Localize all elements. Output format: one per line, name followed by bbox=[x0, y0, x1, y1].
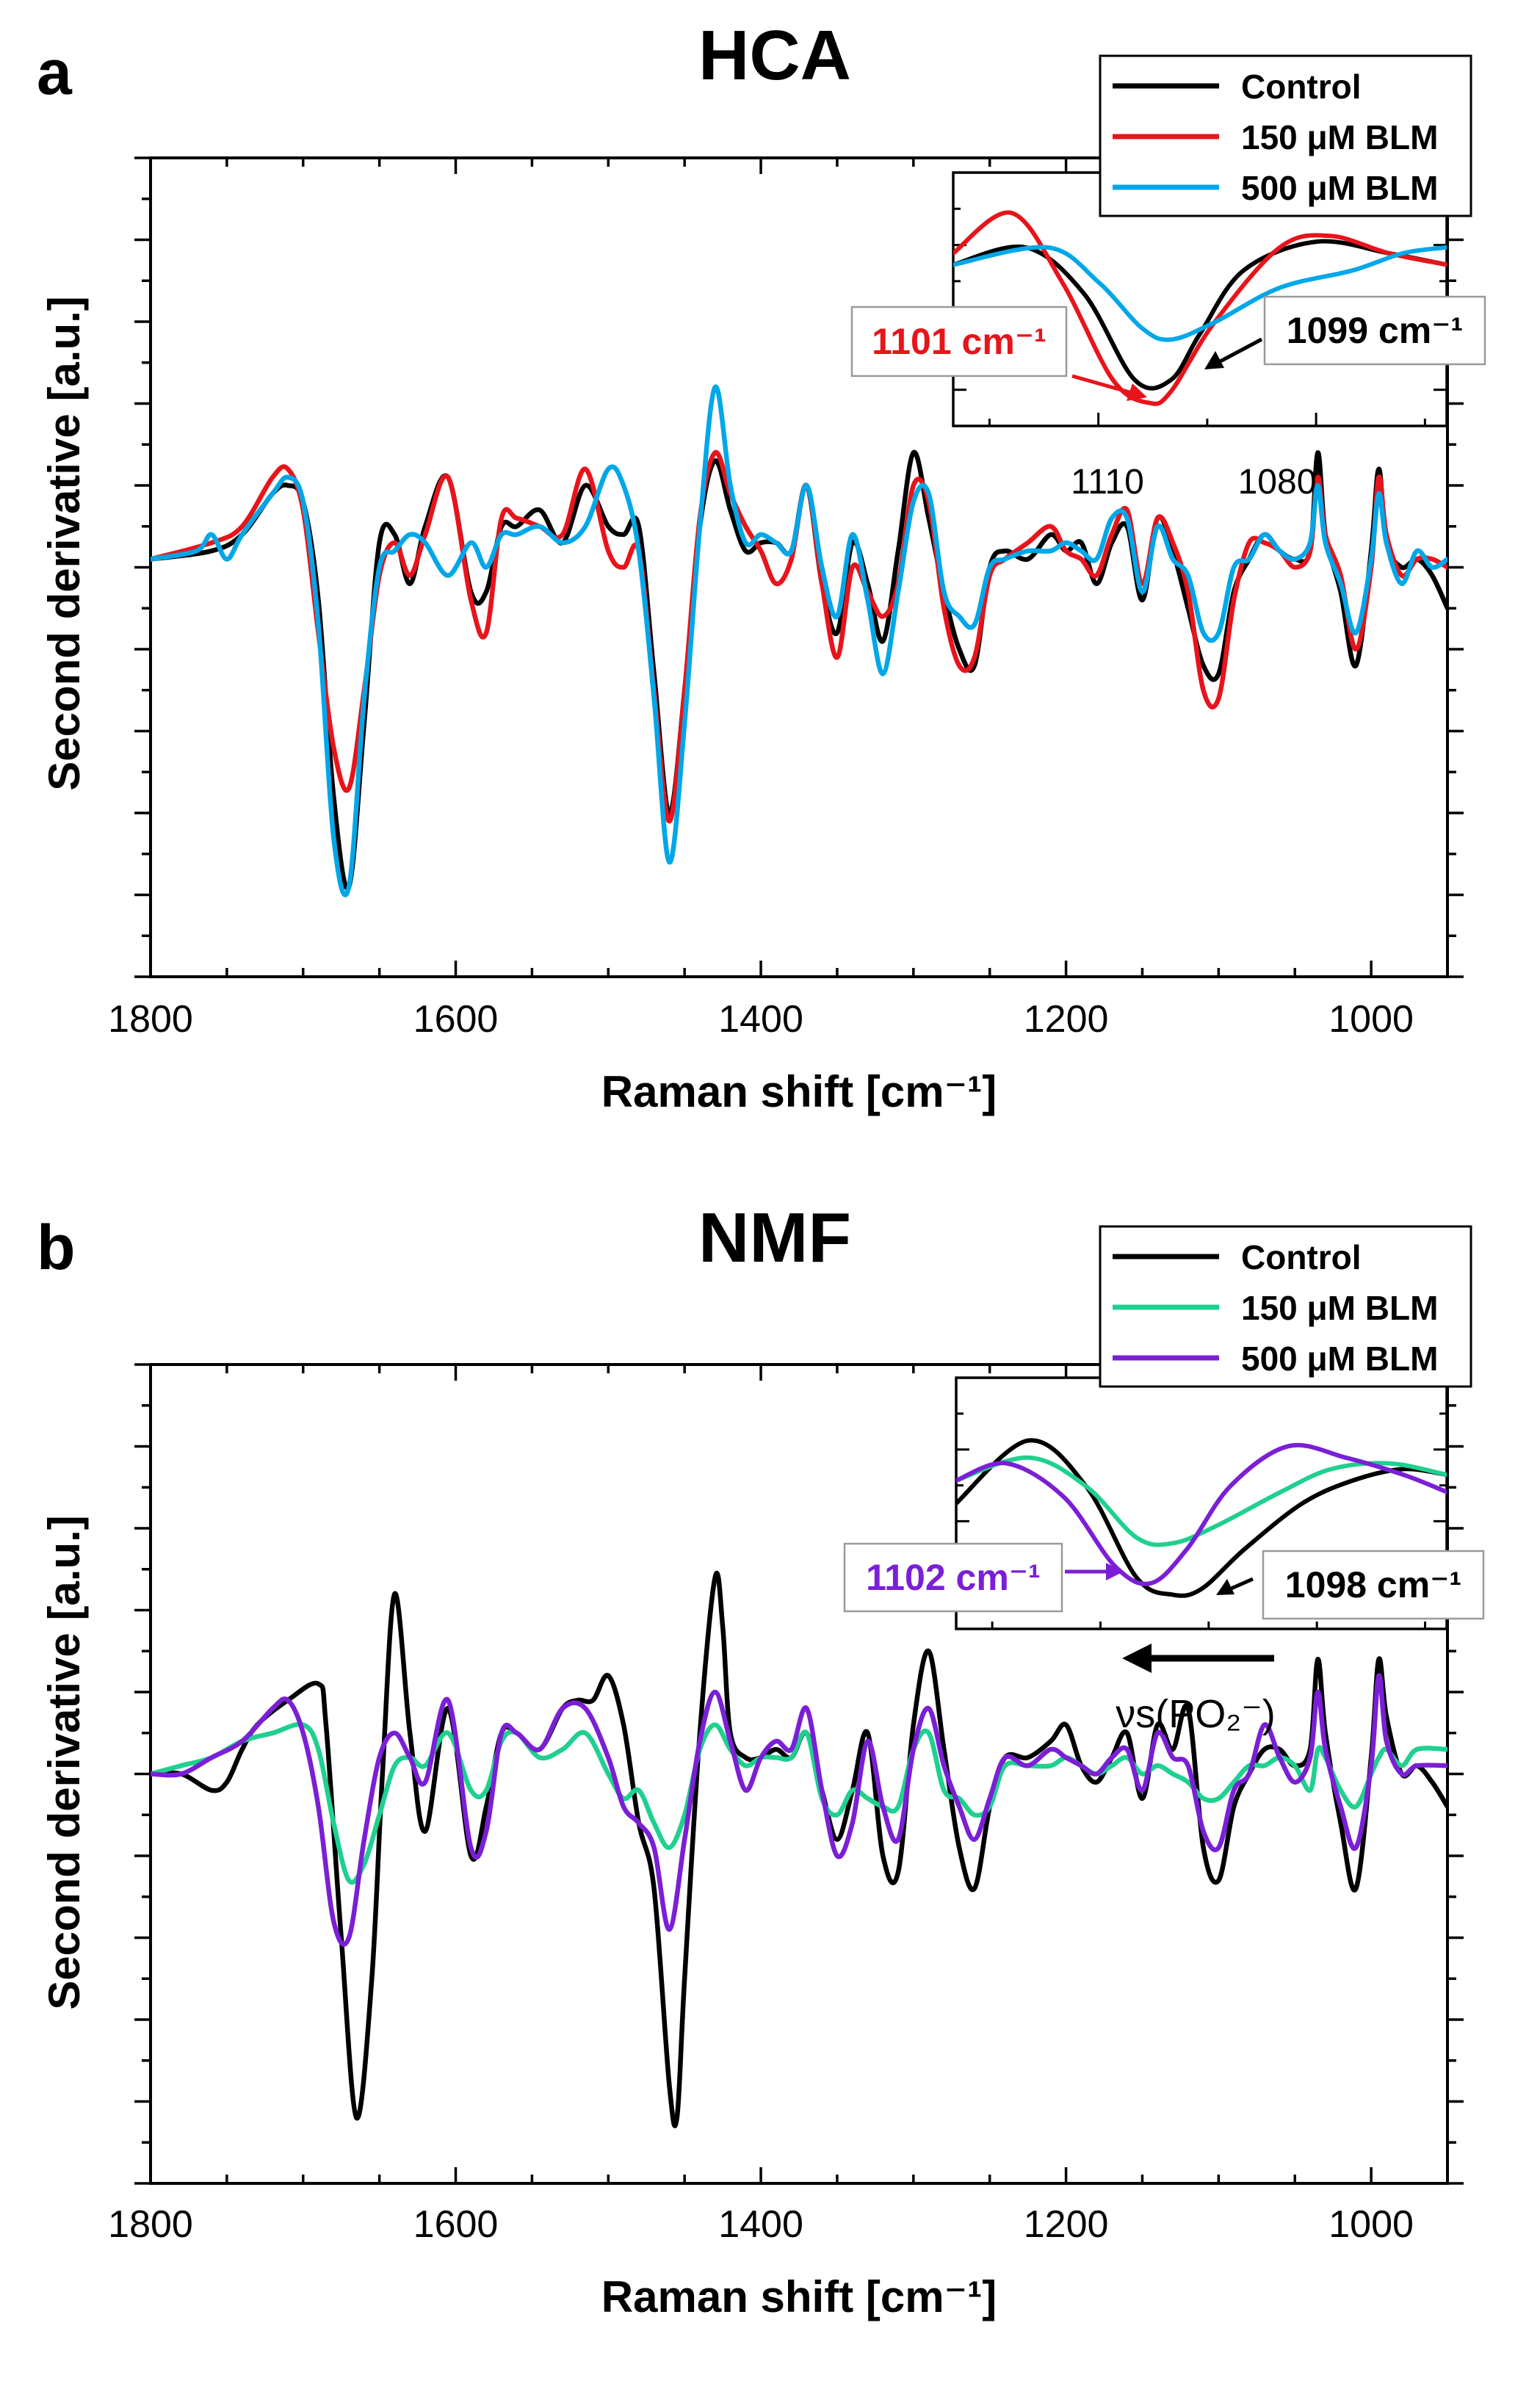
annotation-text: 1101 cm⁻¹ bbox=[872, 321, 1046, 362]
x-tick-labels: 1800 1600 1400 1200 1000 bbox=[108, 998, 1414, 1041]
annotation-arrow bbox=[1215, 337, 1263, 366]
x-axis-label: Raman shift [cm⁻¹] bbox=[601, 2272, 997, 2321]
vibration-shift-marker: νs(PO₂⁻) bbox=[1116, 1644, 1276, 1736]
series-line-500-m-blm bbox=[151, 384, 1447, 897]
legend: Control 150 μM BLM 500 μM BLM bbox=[1099, 54, 1472, 217]
legend-label-control: Control bbox=[1241, 1238, 1362, 1276]
main-plot: 1800 1600 1400 1200 1000 bbox=[108, 1363, 1464, 2246]
legend-label-500: 500 μM BLM bbox=[1241, 1340, 1438, 1378]
annotation-1098: 1098 cm⁻¹ bbox=[1216, 1550, 1485, 1620]
annotation-box bbox=[1262, 1550, 1485, 1620]
legend: Control 150 μM BLM 500 μM BLM bbox=[1099, 1225, 1472, 1388]
chart-title: NMF bbox=[698, 1199, 851, 1277]
x-tick-label: 1400 bbox=[718, 998, 803, 1041]
shift-label: νs(PO₂⁻) bbox=[1116, 1692, 1275, 1736]
x-tick-label: 1800 bbox=[108, 2203, 193, 2246]
main-plot: 1800 1600 1400 1200 1000 bbox=[108, 156, 1464, 1041]
inset-line-150-m-blm bbox=[956, 1455, 1447, 1547]
inset-series-lines bbox=[953, 210, 1447, 406]
legend-label-control: Control bbox=[1241, 68, 1362, 106]
inset-line-control bbox=[956, 1438, 1447, 1598]
x-tick-label: 1600 bbox=[413, 2203, 499, 2246]
arrow-head bbox=[1216, 1579, 1234, 1595]
x-tick-label: 1800 bbox=[108, 998, 193, 1041]
annotation-box bbox=[850, 306, 1068, 377]
inset-tick-labels: 1110 1080 bbox=[1071, 463, 1316, 502]
series-lines bbox=[151, 1570, 1447, 2128]
annotation-1101: 1101 cm⁻¹ bbox=[850, 306, 1147, 401]
inset-tick-label: 1110 bbox=[1071, 463, 1144, 502]
x-tick-label: 1000 bbox=[1328, 998, 1414, 1041]
legend-label-500: 500 μM BLM bbox=[1241, 169, 1438, 207]
inset-line-500-m-blm bbox=[953, 245, 1447, 342]
annotation-arrow bbox=[1071, 374, 1135, 396]
x-tick-label: 1200 bbox=[1024, 998, 1109, 1041]
y-axis-label: Second derivative [a.u.] bbox=[40, 296, 89, 791]
x-tick-label: 1000 bbox=[1328, 2203, 1414, 2246]
panel-a: a HCA 1800 1600 1400 1200 1000 Raman shift [… bbox=[37, 16, 1486, 1116]
legend-label-150: 150 μM BLM bbox=[1241, 118, 1438, 156]
annotation-arrow bbox=[1226, 1577, 1254, 1592]
series-line-150-m-blm bbox=[151, 450, 1447, 824]
annotation-box bbox=[843, 1542, 1063, 1613]
x-tick-label: 1200 bbox=[1024, 2203, 1109, 2246]
arrow-head bbox=[1106, 1563, 1124, 1580]
annotation-box bbox=[1263, 295, 1486, 366]
annotation-text: 1099 cm⁻¹ bbox=[1287, 310, 1463, 351]
series-line-150-m-blm bbox=[151, 1721, 1447, 1885]
axis-ticks bbox=[134, 156, 1464, 978]
x-tick-labels: 1800 1600 1400 1200 1000 bbox=[108, 2203, 1414, 2246]
panel-b: b NMF 1800 1600 1400 1200 1000 Raman shift [… bbox=[37, 1199, 1485, 2321]
series-lines bbox=[151, 384, 1447, 897]
annotation-text: 1102 cm⁻¹ bbox=[866, 1557, 1041, 1598]
arrow-head bbox=[1127, 383, 1147, 401]
chart-title: HCA bbox=[698, 16, 851, 95]
arrow-head bbox=[1204, 351, 1224, 369]
inset-series-lines bbox=[956, 1438, 1447, 1598]
annotation-text: 1098 cm⁻¹ bbox=[1285, 1564, 1461, 1605]
arrow-head bbox=[1122, 1644, 1152, 1673]
panel-letter: a bbox=[37, 37, 73, 108]
series-line-500-m-blm bbox=[151, 1673, 1447, 1947]
annotation-1099: 1099 cm⁻¹ bbox=[1204, 295, 1486, 369]
panel-letter: b bbox=[37, 1212, 76, 1283]
x-tick-label: 1600 bbox=[413, 998, 499, 1041]
annotation-1102: 1102 cm⁻¹ bbox=[843, 1542, 1124, 1613]
inset-line-150-m-blm bbox=[953, 210, 1447, 406]
legend-label-150: 150 μM BLM bbox=[1241, 1289, 1438, 1327]
inset-tick-label: 1080 bbox=[1238, 463, 1317, 502]
x-tick-label: 1400 bbox=[718, 2203, 803, 2246]
inset-line-500-m-blm bbox=[956, 1442, 1447, 1586]
x-axis-label: Raman shift [cm⁻¹] bbox=[601, 1067, 997, 1116]
y-axis-label: Second derivative [a.u.] bbox=[40, 1515, 89, 2010]
